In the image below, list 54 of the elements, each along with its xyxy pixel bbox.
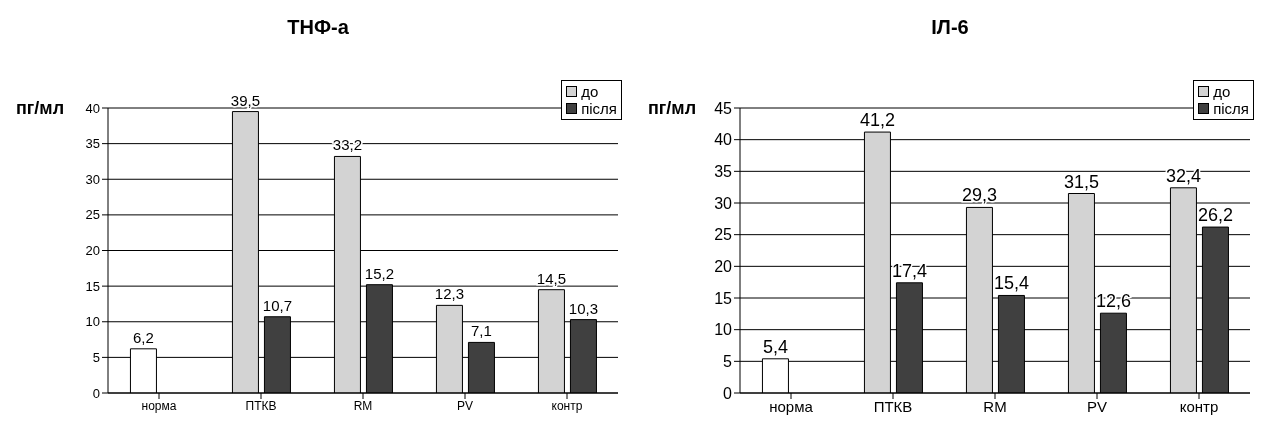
x-tick-label: ПТКВ bbox=[245, 398, 277, 413]
y-tick-label: 35 bbox=[85, 136, 100, 152]
chart-title: ТНФ-а bbox=[286, 16, 350, 39]
y-tick-label: 30 bbox=[714, 194, 733, 212]
chart-title: ІЛ-6 bbox=[930, 16, 970, 39]
data-label: 7,1 bbox=[471, 322, 492, 340]
x-tick-label: PV bbox=[1086, 397, 1108, 415]
x-tick-label: контр bbox=[551, 398, 583, 413]
y-tick-label: 20 bbox=[85, 243, 100, 259]
y-tick-label: 10 bbox=[85, 314, 100, 330]
y-tick-label: 0 bbox=[723, 384, 733, 402]
data-label: 17,4 bbox=[891, 260, 927, 281]
data-label: 31,5 bbox=[1063, 171, 1099, 192]
data-label: 5,4 bbox=[762, 336, 788, 357]
x-tick-label: RM bbox=[983, 397, 1007, 415]
y-tick-label: 15 bbox=[714, 289, 733, 307]
data-label: 26,2 bbox=[1197, 205, 1233, 226]
legend-label: після bbox=[581, 100, 617, 117]
data-label: 29,3 bbox=[961, 185, 997, 206]
data-label: 15,4 bbox=[993, 273, 1029, 294]
data-label: 32,4 bbox=[1165, 165, 1201, 186]
x-tick-label: RM bbox=[353, 398, 373, 413]
y-tick-label: 5 bbox=[723, 353, 733, 371]
y-tick-label: 25 bbox=[714, 226, 733, 244]
data-label: 12,3 bbox=[434, 285, 465, 303]
x-tick-label: ПТКВ bbox=[873, 397, 913, 415]
data-label: 10,7 bbox=[262, 296, 293, 314]
data-label: 12,6 bbox=[1095, 291, 1131, 312]
data-label: 6,2 bbox=[133, 328, 154, 346]
y-tick-label: 40 bbox=[714, 131, 733, 149]
y-tick-label: 25 bbox=[85, 207, 100, 223]
x-tick-label: контр bbox=[1179, 397, 1219, 415]
y-tick-label: 45 bbox=[714, 99, 733, 117]
legend-label: до bbox=[1213, 83, 1231, 100]
data-label: 41,2 bbox=[859, 110, 895, 131]
y-tick-label: 0 bbox=[92, 385, 100, 401]
y-tick-label: 10 bbox=[714, 321, 733, 339]
x-tick-label: норма bbox=[141, 398, 177, 413]
data-label: 14,5 bbox=[536, 269, 567, 287]
data-label: 39,5 bbox=[230, 91, 261, 109]
x-tick-label: PV bbox=[456, 398, 474, 413]
y-tick-label: 40 bbox=[85, 100, 100, 116]
y-axis-title: пг/мл bbox=[648, 98, 697, 119]
x-tick-label: норма bbox=[769, 397, 814, 415]
y-tick-label: 5 bbox=[92, 349, 100, 365]
y-axis-title: пг/мл bbox=[16, 98, 65, 119]
y-tick-label: 35 bbox=[714, 163, 733, 181]
y-tick-label: 15 bbox=[85, 278, 100, 294]
y-tick-label: 30 bbox=[85, 171, 100, 187]
y-tick-label: 20 bbox=[714, 258, 733, 276]
legend-label: після bbox=[1213, 100, 1249, 117]
legend-label: до bbox=[581, 83, 599, 100]
data-label: 15,2 bbox=[364, 264, 395, 282]
data-label: 10,3 bbox=[568, 299, 599, 317]
